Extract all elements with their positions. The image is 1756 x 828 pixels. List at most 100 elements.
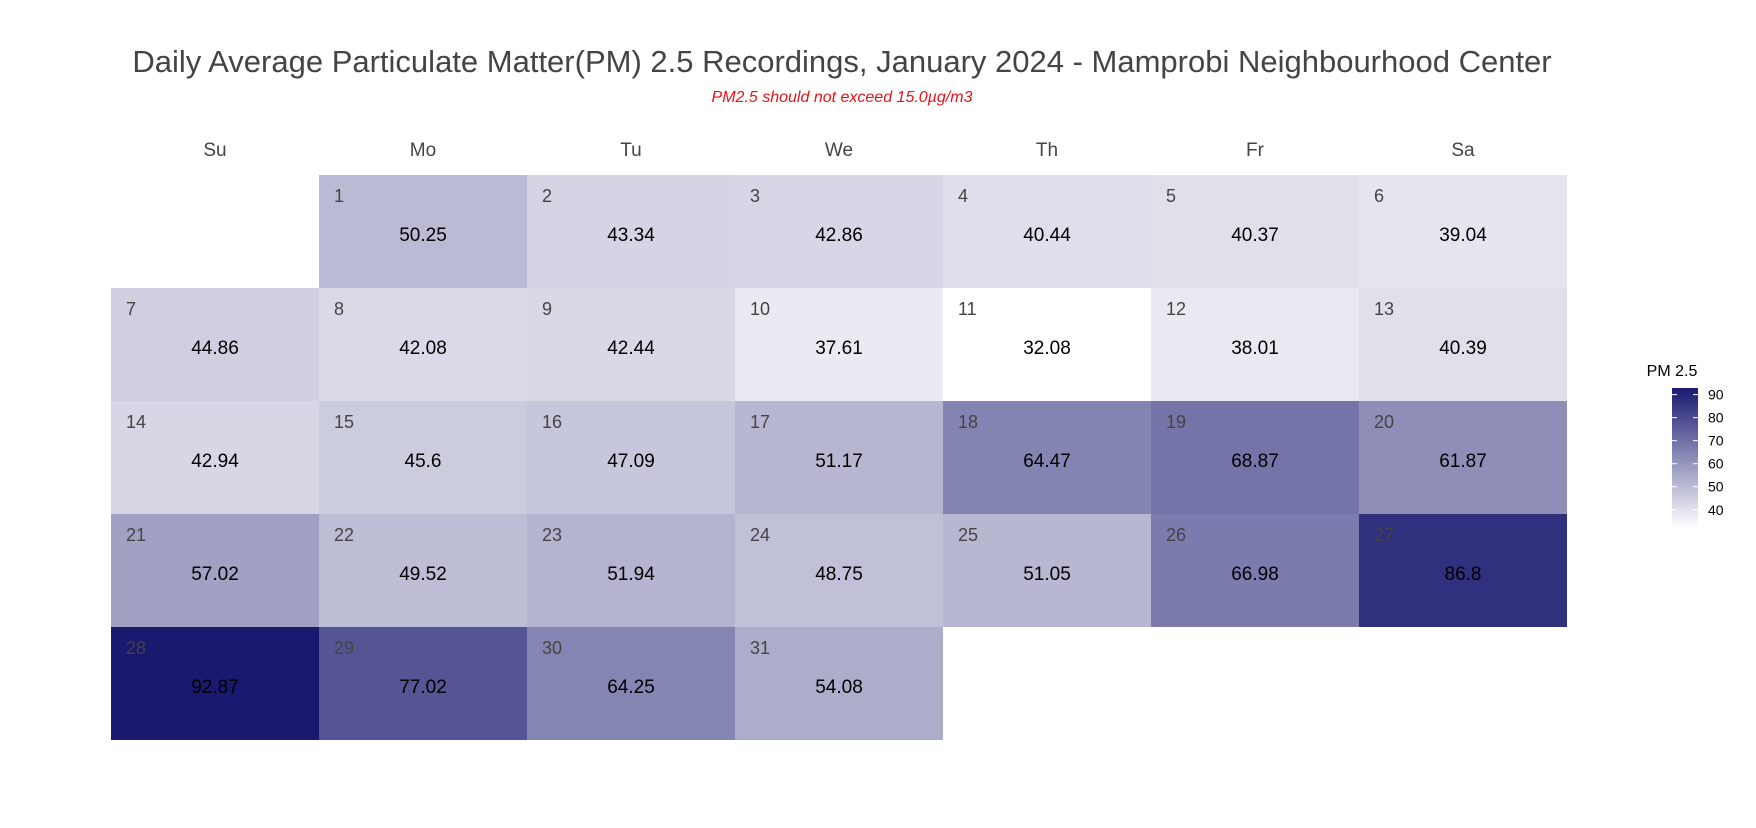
day-number: 24 bbox=[750, 525, 770, 545]
day-number: 20 bbox=[1374, 412, 1394, 432]
day-number: 14 bbox=[126, 412, 146, 432]
calendar-day-cell: 12 38.01 bbox=[1151, 288, 1359, 401]
day-number: 12 bbox=[1166, 299, 1186, 319]
calendar-day-cell: 11 32.08 bbox=[943, 288, 1151, 401]
chart-title: Daily Average Particulate Matter(PM) 2.5… bbox=[132, 44, 1551, 79]
value-label: 47.09 bbox=[607, 451, 655, 472]
weekday-headers: Su Mo Tu We Th Fr Sa bbox=[203, 140, 1475, 161]
value-label: 48.75 bbox=[815, 564, 863, 585]
day-number: 31 bbox=[750, 638, 770, 658]
weekday-label: Fr bbox=[1246, 140, 1265, 161]
heatmap-tile bbox=[111, 288, 319, 401]
calendar-day-cell: 21 57.02 bbox=[111, 514, 319, 627]
heatmap-tile bbox=[1151, 401, 1359, 514]
legend-ticks: 40 50 60 70 80 90 bbox=[1672, 387, 1724, 518]
heatmap-tile bbox=[735, 175, 943, 288]
weekday-label: Mo bbox=[410, 140, 436, 161]
day-number: 5 bbox=[1166, 186, 1176, 206]
heatmap-tile bbox=[527, 175, 735, 288]
heatmap-tile bbox=[527, 401, 735, 514]
day-number: 23 bbox=[542, 525, 562, 545]
value-label: 40.39 bbox=[1439, 338, 1487, 359]
calendar-day-cell: 17 51.17 bbox=[735, 401, 943, 514]
heatmap-tile bbox=[527, 627, 735, 740]
calendar-day-cell: 28 92.87 bbox=[111, 627, 319, 740]
color-legend: PM 2.5 40 50 60 70 80 90 bbox=[1647, 363, 1724, 528]
calendar-day-cell: 842.08 bbox=[319, 288, 527, 401]
heatmap-tile bbox=[319, 627, 527, 740]
day-number: 2 bbox=[542, 186, 552, 206]
day-number: 17 bbox=[750, 412, 770, 432]
heatmap-tile bbox=[527, 288, 735, 401]
heatmap-tile bbox=[111, 627, 319, 740]
calendar-day-cell: 243.34 bbox=[527, 175, 735, 288]
calendar-day-cell: 14 42.94 bbox=[111, 401, 319, 514]
heatmap-tile bbox=[943, 514, 1151, 627]
value-label: 42.08 bbox=[399, 338, 447, 359]
value-label: 86.8 bbox=[1445, 564, 1482, 585]
day-number: 30 bbox=[542, 638, 562, 658]
legend-tick-label: 80 bbox=[1708, 410, 1724, 426]
calendar-day-cell: 26 66.98 bbox=[1151, 514, 1359, 627]
heatmap-tile bbox=[111, 514, 319, 627]
heatmap-tile bbox=[943, 401, 1151, 514]
day-number: 3 bbox=[750, 186, 760, 206]
value-label: 68.87 bbox=[1231, 451, 1279, 472]
value-label: 64.47 bbox=[1023, 451, 1071, 472]
calendar-day-cell: 744.86 bbox=[111, 288, 319, 401]
calendar-day-cell: 440.44 bbox=[943, 175, 1151, 288]
heatmap-tile bbox=[319, 288, 527, 401]
day-number: 11 bbox=[958, 299, 977, 319]
heatmap-tile bbox=[319, 175, 527, 288]
day-number: 13 bbox=[1374, 299, 1394, 319]
chart-subtitle: PM2.5 should not exceed 15.0µg/m3 bbox=[712, 89, 973, 106]
weekday-label: Tu bbox=[620, 140, 641, 161]
day-number: 8 bbox=[334, 299, 344, 319]
calendar-day-cell: 29 77.02 bbox=[319, 627, 527, 740]
day-number: 4 bbox=[958, 186, 968, 206]
day-number: 27 bbox=[1374, 525, 1394, 545]
day-number: 22 bbox=[334, 525, 354, 545]
calendar-day-cell: 25 51.05 bbox=[943, 514, 1151, 627]
heatmap-tile bbox=[1151, 288, 1359, 401]
heatmap-tile bbox=[735, 288, 943, 401]
day-number: 18 bbox=[958, 412, 978, 432]
heatmap-tile bbox=[527, 514, 735, 627]
day-number: 19 bbox=[1166, 412, 1186, 432]
value-label: 44.86 bbox=[191, 338, 239, 359]
day-number: 26 bbox=[1166, 525, 1186, 545]
day-number: 29 bbox=[334, 638, 354, 658]
heatmap-tile bbox=[943, 175, 1151, 288]
day-number: 15 bbox=[334, 412, 354, 432]
calendar-day-cell: 16 47.09 bbox=[527, 401, 735, 514]
heatmap-tile bbox=[1359, 288, 1567, 401]
heatmap-tile bbox=[1359, 401, 1567, 514]
calendar-day-cell: 31 54.08 bbox=[735, 627, 943, 740]
calendar-day-cell: 150.25 bbox=[319, 175, 527, 288]
value-label: 32.08 bbox=[1023, 338, 1071, 359]
weekday-label: Su bbox=[203, 140, 226, 161]
calendar-day-cell: 27 86.8 bbox=[1359, 514, 1567, 627]
calendar-day-cell: 13 40.39 bbox=[1359, 288, 1567, 401]
heatmap-tile bbox=[1359, 514, 1567, 627]
day-number: 16 bbox=[542, 412, 562, 432]
value-label: 37.61 bbox=[815, 338, 863, 359]
value-label: 40.44 bbox=[1023, 225, 1071, 246]
value-label: 64.25 bbox=[607, 677, 655, 698]
day-number: 25 bbox=[958, 525, 978, 545]
calendar-day-cell: 342.86 bbox=[735, 175, 943, 288]
value-label: 38.01 bbox=[1231, 338, 1279, 359]
calendar-cells: 150.25243.34342.86440.44540.37639.04744.… bbox=[111, 175, 1567, 740]
value-label: 92.87 bbox=[191, 677, 239, 698]
calendar-day-cell: 19 68.87 bbox=[1151, 401, 1359, 514]
value-label: 77.02 bbox=[399, 677, 447, 698]
calendar-day-cell: 15 45.6 bbox=[319, 401, 527, 514]
heatmap-tile bbox=[735, 514, 943, 627]
day-number: 28 bbox=[126, 638, 146, 658]
value-label: 39.04 bbox=[1439, 225, 1487, 246]
value-label: 43.34 bbox=[607, 225, 655, 246]
day-number: 6 bbox=[1374, 186, 1384, 206]
value-label: 66.98 bbox=[1231, 564, 1279, 585]
weekday-label: Th bbox=[1036, 140, 1058, 161]
heatmap-tile bbox=[735, 401, 943, 514]
